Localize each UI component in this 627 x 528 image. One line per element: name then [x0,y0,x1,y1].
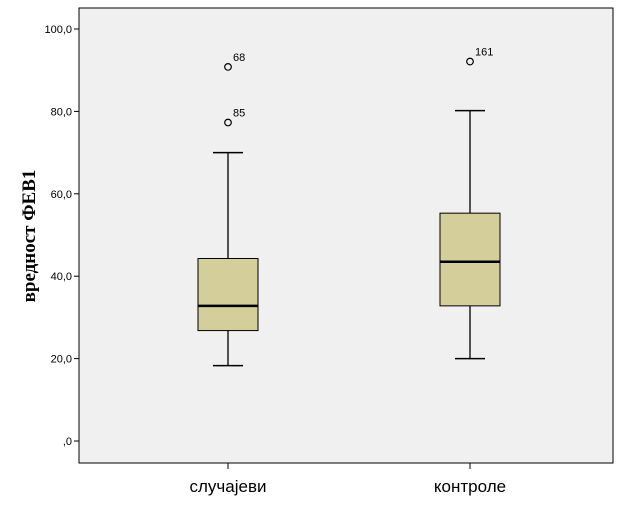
y-tick-label: 20,0 [51,354,72,366]
box-series: 68 85 161 [197,47,501,367]
outlier-point [466,57,474,66]
y-tick-label: 60,0 [51,189,72,201]
box-group: 68 85 [197,52,259,367]
x-category-label: контроле [434,477,506,496]
plot-area [78,7,614,464]
box-group: 161 [439,47,501,360]
y-tick-label: 80,0 [51,106,72,118]
outlier-label: 85 [233,108,245,120]
outlier-label: 161 [475,47,493,59]
iqr-box [197,257,259,332]
outlier-point [224,63,232,71]
outlier-point [224,118,232,127]
x-category-label: случајеви [190,477,267,496]
y-axis-title: вредност ФЕВ1 [19,170,40,303]
y-axis: ,0 20,0 40,0 60,0 80,0 100,0 [44,24,79,448]
y-tick-label: 40,0 [51,271,72,283]
iqr-box [439,212,501,307]
outlier-label: 68 [233,52,245,64]
x-axis: случајеви контроле [190,463,506,496]
y-tick-label: 100,0 [44,24,72,36]
y-tick-label: ,0 [63,436,72,448]
